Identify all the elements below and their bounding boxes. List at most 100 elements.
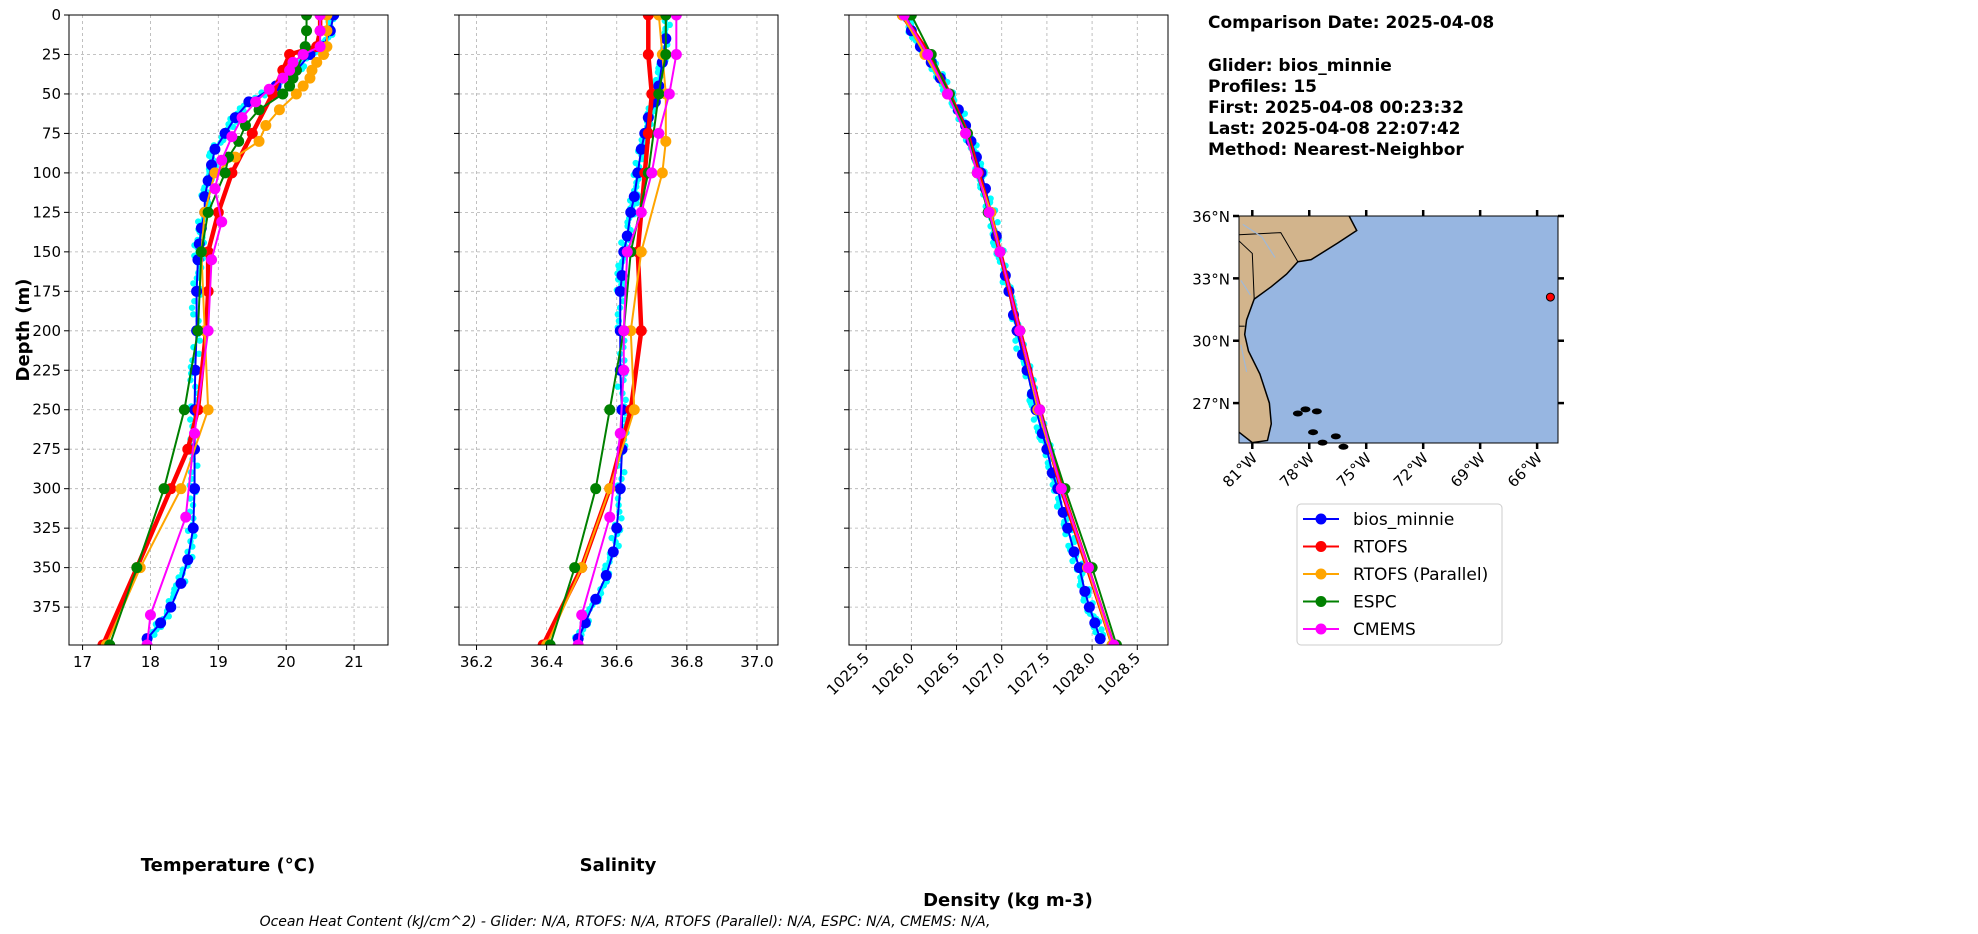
- data-point: [670, 48, 682, 60]
- data-point: [209, 143, 221, 155]
- x-tick-label: 36.2: [460, 653, 493, 671]
- salinity-xlabel: Salinity: [580, 855, 657, 876]
- lat-tick-label: 36°N: [1192, 208, 1230, 226]
- river: [1242, 223, 1276, 258]
- legend-marker: [1315, 541, 1327, 552]
- x-tick-label: 1028.0: [1049, 649, 1099, 699]
- data-point: [155, 617, 167, 629]
- glider-raw-point: [190, 280, 197, 287]
- data-point: [646, 167, 658, 179]
- data-point: [663, 88, 675, 100]
- x-tick-label: 36.6: [600, 653, 633, 671]
- glider-raw-point: [1012, 337, 1019, 344]
- data-point: [144, 609, 156, 621]
- data-point: [180, 511, 192, 523]
- x-tick-label: 36.8: [670, 653, 703, 671]
- panel-0: 17 18 19 20 21 0 25 50 75 100 125 150 175 200 225 250 27…: [32, 6, 389, 671]
- bahamas-island: [1311, 408, 1322, 415]
- x-tick-label: 1026.5: [914, 649, 964, 699]
- data-point: [642, 15, 654, 21]
- glider-raw-point: [608, 534, 615, 542]
- glider-raw-point: [1030, 416, 1038, 423]
- data-point: [182, 443, 194, 455]
- series-line: [146, 15, 322, 645]
- plot-area: [896, 15, 1122, 645]
- data-point: [236, 112, 248, 124]
- plot-area: [97, 15, 340, 645]
- x-tick-label: 1026.0: [868, 649, 918, 699]
- data-point: [642, 48, 654, 60]
- glider-position-marker: [1545, 292, 1555, 302]
- data-point: [1068, 546, 1080, 558]
- bahamas-island: [1292, 410, 1303, 417]
- data-point: [297, 48, 309, 60]
- data-point: [1062, 522, 1074, 534]
- glider-raw-point: [194, 462, 201, 469]
- axes-frame: [848, 14, 1169, 646]
- data-point: [614, 285, 626, 297]
- data-point: [922, 48, 934, 60]
- river: [1240, 280, 1251, 296]
- glider-raw-point: [1013, 345, 1020, 352]
- data-point: [611, 522, 623, 534]
- comparison-date: Comparison Date: 2025-04-08: [1208, 13, 1494, 33]
- x-tick-label: 17: [73, 653, 92, 671]
- profile-count: Profiles: 15: [1208, 77, 1317, 97]
- series-line: [903, 15, 1115, 645]
- lon-tick-label: 75°W: [1333, 449, 1375, 491]
- data-point: [590, 593, 602, 605]
- lon-tick-label: 66°W: [1504, 449, 1546, 491]
- info-text: Comparison Date: 2025-04-08 Glider: bios…: [1208, 13, 1494, 160]
- data-point: [202, 325, 214, 337]
- bahamas-island: [1330, 433, 1341, 440]
- data-point: [628, 404, 640, 416]
- lat-tick-label: 33°N: [1192, 270, 1230, 288]
- data-point: [960, 127, 972, 139]
- data-point: [304, 72, 316, 84]
- series-rtofs: [537, 15, 658, 645]
- data-point: [246, 127, 258, 139]
- data-point: [621, 246, 633, 258]
- data-point: [628, 191, 640, 203]
- panel-1: 36.2 36.4 36.6 36.8 37.0: [454, 14, 779, 671]
- data-point: [1083, 601, 1095, 613]
- data-point: [616, 270, 628, 282]
- depth-ylabel: Depth (m): [13, 279, 34, 382]
- data-point: [660, 15, 672, 21]
- series-espc: [544, 15, 672, 645]
- y-tick-label: 25: [42, 45, 61, 63]
- data-point: [263, 83, 275, 95]
- glider-raw-point: [618, 515, 625, 522]
- data-point: [277, 72, 289, 84]
- data-point: [625, 206, 637, 218]
- data-point: [226, 131, 238, 143]
- lon-tick-label: 72°W: [1390, 449, 1432, 491]
- x-tick-label: 36.4: [530, 653, 563, 671]
- legend-item-espc: ESPC: [1303, 593, 1397, 613]
- data-point: [1094, 633, 1106, 645]
- coastline: [1238, 215, 1358, 444]
- series-bios-minnie: [141, 15, 340, 645]
- data-point: [216, 154, 228, 166]
- data-point: [104, 639, 116, 645]
- glider-raw-point: [165, 613, 172, 620]
- data-point: [1055, 483, 1067, 495]
- lon-tick-label: 69°W: [1447, 449, 1489, 491]
- data-point: [314, 25, 326, 37]
- glider-name: Glider: bios_minnie: [1208, 56, 1392, 76]
- y-tick-label: 275: [32, 440, 61, 458]
- data-point: [301, 15, 313, 21]
- y-tick-label: 50: [42, 85, 61, 103]
- map-frame: [1238, 215, 1559, 444]
- legend-label: ESPC: [1353, 593, 1397, 613]
- data-point: [660, 135, 672, 147]
- data-point: [297, 80, 309, 92]
- data-point: [576, 609, 588, 621]
- lon-tick-label: 78°W: [1276, 449, 1318, 491]
- data-point: [607, 546, 619, 558]
- data-point: [572, 639, 584, 645]
- y-tick-label: 175: [32, 282, 61, 300]
- state-border: [1238, 240, 1255, 300]
- data-point: [614, 483, 626, 495]
- data-point: [670, 15, 682, 21]
